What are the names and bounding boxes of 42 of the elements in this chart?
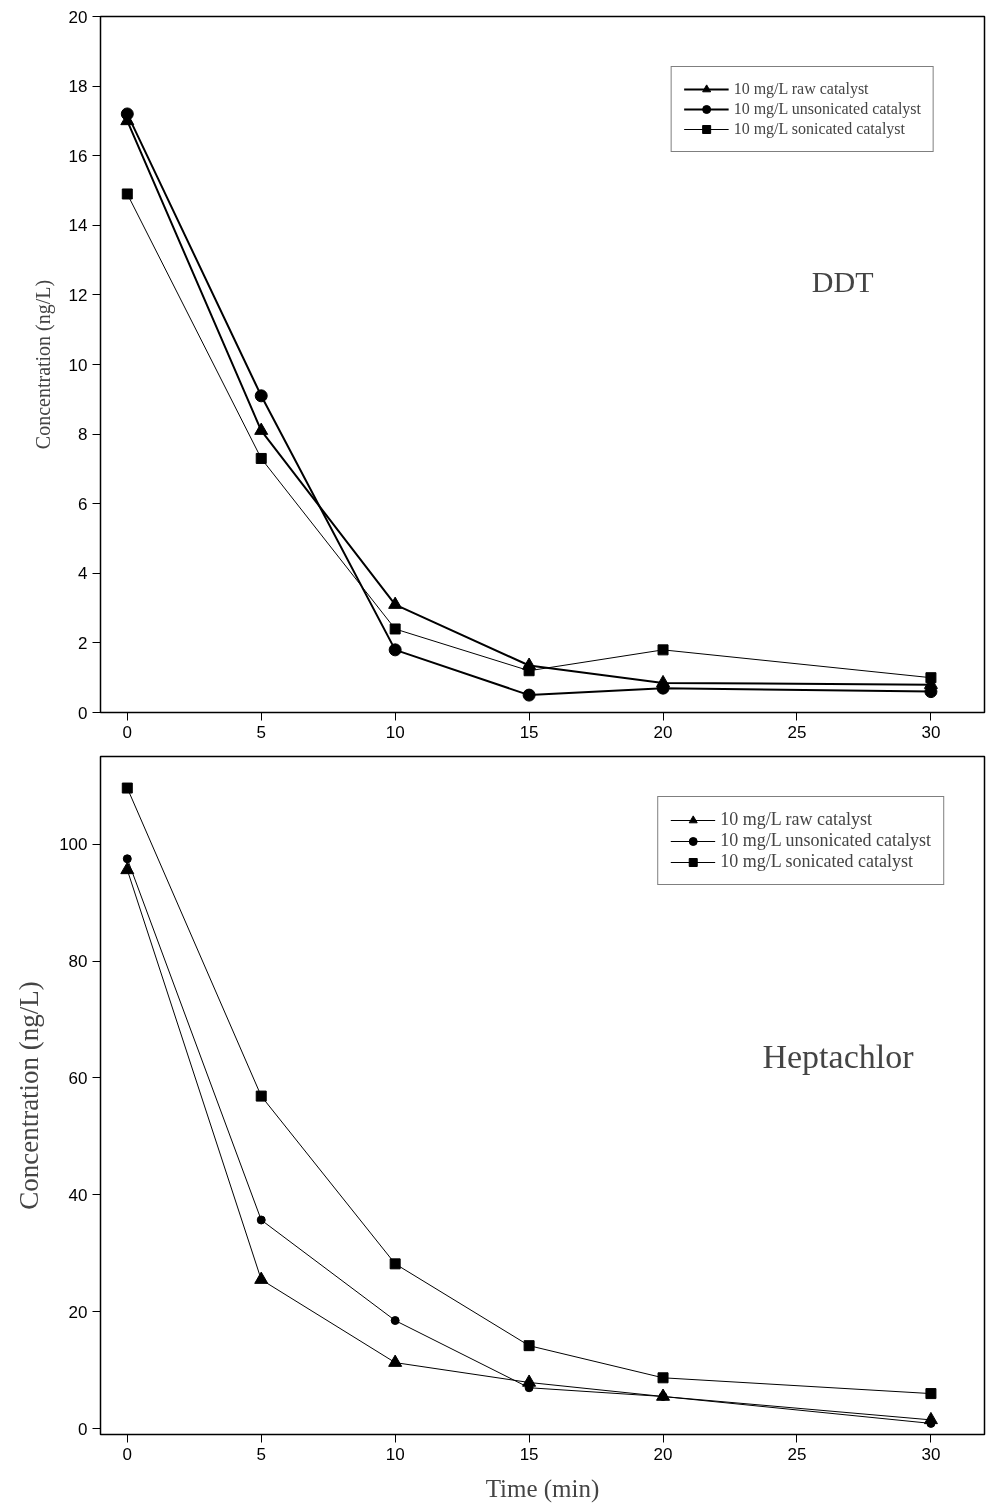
- legend-label: 10 mg/L sonicated catalyst: [733, 120, 905, 138]
- x-tick-label: 15: [519, 722, 539, 742]
- y-tick-label: 14: [68, 216, 88, 236]
- y-tick-label: 2: [78, 633, 88, 653]
- y-tick-label: 18: [68, 77, 88, 97]
- x-tick-label: 15: [519, 1444, 539, 1464]
- x-tick-label: 20: [653, 1444, 673, 1464]
- x-tick-label: 30: [921, 722, 941, 742]
- y-tick-label: 10: [68, 355, 88, 375]
- legend-label: 10 mg/L unsonicated catalyst: [733, 100, 921, 118]
- x-tick-label: 5: [256, 722, 266, 742]
- x-tick-label: 10: [385, 722, 405, 742]
- x-tick-label: 5: [256, 1444, 266, 1464]
- y-tick-label: 0: [78, 1419, 88, 1439]
- x-tick-label: 20: [653, 722, 673, 742]
- y-tick-label: 16: [68, 146, 88, 166]
- x-tick-label: 25: [787, 1444, 807, 1464]
- y-tick-label: 40: [68, 1185, 88, 1205]
- x-tick-label: 0: [122, 722, 133, 742]
- y-tick-label: 60: [68, 1068, 88, 1088]
- y-axis-title: Concentration (ng/L): [14, 981, 45, 1210]
- y-tick-label: 80: [68, 952, 88, 972]
- x-tick-label: 0: [122, 1444, 133, 1464]
- y-tick-label: 0: [78, 703, 88, 723]
- y-tick-label: 8: [78, 425, 88, 445]
- legend-label: 10 mg/L raw catalyst: [733, 80, 869, 98]
- y-axis-title: Concentration (ng/L): [31, 279, 55, 450]
- y-tick-label: 12: [68, 285, 88, 305]
- legend-label: 10 mg/L unsonicated catalyst: [720, 830, 931, 851]
- annotation: Heptachlor: [762, 1038, 915, 1076]
- annotation: DDT: [811, 265, 874, 299]
- y-tick-label: 100: [59, 835, 88, 855]
- x-axis-title: Time (min): [485, 1474, 600, 1503]
- y-tick-label: 20: [68, 7, 88, 27]
- y-tick-label: 6: [78, 494, 88, 514]
- legend-label: 10 mg/L raw catalyst: [720, 809, 873, 830]
- legend-label: 10 mg/L sonicated catalyst: [720, 851, 913, 872]
- y-tick-label: 4: [78, 564, 88, 584]
- x-tick-label: 30: [921, 1444, 941, 1464]
- x-tick-label: 10: [385, 1444, 405, 1464]
- x-tick-label: 25: [787, 722, 807, 742]
- y-tick-label: 20: [68, 1302, 88, 1322]
